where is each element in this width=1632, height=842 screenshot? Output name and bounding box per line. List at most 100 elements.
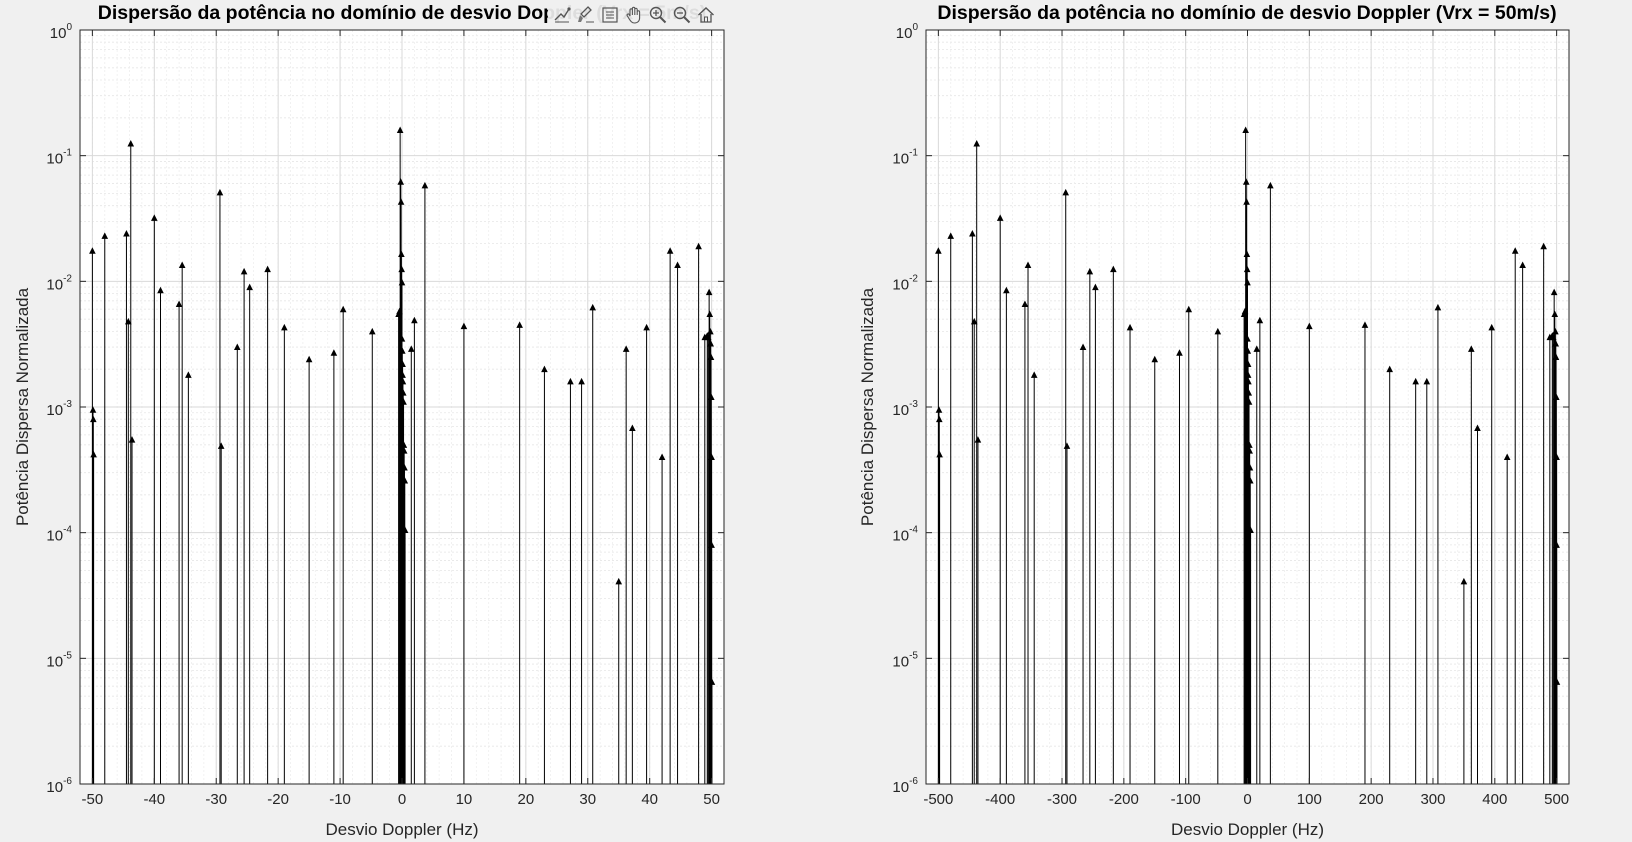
x-tick-label: 40 [641, 791, 658, 808]
stem-marker [1553, 453, 1560, 461]
y-axis-label: Potência Dispersa Normalizada [13, 287, 32, 526]
stem-marker [411, 316, 418, 324]
stem-marker [707, 353, 715, 360]
x-tick-label: -50 [82, 791, 104, 808]
stem-marker [185, 371, 192, 378]
stem-marker [1246, 477, 1254, 484]
x-tick-label: -500 [923, 791, 953, 808]
stem-marker [1185, 305, 1193, 313]
stem-marker [1386, 365, 1394, 373]
x-tick-label: 0 [1243, 791, 1251, 808]
stem-marker [1553, 678, 1561, 685]
zoom-in-button[interactable] [647, 4, 669, 26]
stem-marker [89, 247, 96, 254]
stem-marker [973, 139, 980, 147]
stem-marker [407, 345, 415, 352]
x-axis-label: Desvio Doppler (Hz) [1171, 820, 1324, 839]
stem-marker [1550, 288, 1558, 296]
stem-marker [707, 327, 714, 335]
stem-marker [629, 424, 636, 432]
legend-icon [602, 7, 618, 23]
right-axes[interactable]: -500 -400 -300 -200 -100 0 100 200 300 400 500 10-6… [858, 2, 1570, 839]
stem-marker [399, 371, 406, 378]
stem-marker [1253, 345, 1261, 352]
stem-marker [708, 453, 715, 461]
zoom-out-button[interactable] [671, 4, 693, 26]
stem-marker [947, 232, 955, 239]
stem-marker [175, 300, 183, 308]
brush-button[interactable] [575, 4, 597, 26]
stem-marker [264, 265, 271, 273]
stem-marker [516, 321, 523, 328]
data-tips-button[interactable] [551, 4, 573, 26]
stem-marker [935, 247, 942, 254]
x-tick-label: 50 [703, 791, 720, 808]
stem-marker [1540, 242, 1547, 250]
pan-icon [626, 6, 641, 24]
stem-marker [1244, 335, 1251, 342]
stem-marker [643, 323, 650, 331]
stem-marker [400, 441, 408, 448]
stem-marker [1412, 377, 1419, 385]
stem-marker [1024, 261, 1032, 268]
stem-marker [1086, 267, 1094, 275]
stem-marker [935, 415, 943, 423]
stem-marker [101, 232, 109, 239]
y-tick-label: 10-3 [892, 399, 918, 419]
y-tick-label: 10-1 [892, 148, 918, 168]
stem-marker [541, 365, 548, 373]
stem-marker [708, 393, 715, 401]
stem-marker [127, 139, 135, 147]
pan-button[interactable] [623, 4, 645, 26]
stem-marker [1503, 453, 1511, 461]
stem-marker [1003, 286, 1010, 294]
home-icon [698, 7, 714, 23]
y-tick-label: 10-5 [892, 650, 918, 670]
x-tick-label: -100 [1171, 791, 1201, 808]
stem-marker [970, 317, 978, 325]
stem-marker [674, 261, 681, 268]
stem-marker [622, 345, 630, 352]
chart-title: Dispersão da potência no domínio de desv… [937, 2, 1556, 24]
stem-marker [90, 415, 97, 423]
stem-marker [1552, 353, 1560, 360]
stem-marker [1063, 442, 1071, 449]
x-tick-label: 400 [1482, 791, 1507, 808]
stem-marker [240, 267, 248, 275]
home-button[interactable] [695, 4, 717, 26]
stem-marker [396, 126, 404, 134]
stem-marker [397, 178, 405, 185]
x-tick-label: -200 [1109, 791, 1139, 808]
y-tick-label: 10-6 [46, 776, 72, 796]
stem-marker [1488, 323, 1496, 331]
stem-marker [151, 214, 158, 221]
stem-marker [397, 198, 405, 205]
stem-marker [1243, 265, 1251, 273]
stem-marker [707, 340, 714, 347]
y-axis-label: Potência Dispersa Normalizada [858, 287, 877, 526]
legend-button[interactable] [599, 4, 621, 26]
left-axes[interactable]: -50 -40 -30 -20 -10 0 10 20 30 40 50 10-6 10-5 10-4 10… [13, 2, 725, 839]
stem-marker [1246, 447, 1253, 454]
stem-marker [1460, 577, 1468, 585]
stem-marker [1110, 265, 1117, 273]
data-tips-icon [554, 7, 571, 23]
stem-marker [1062, 188, 1070, 196]
stem-marker [1468, 345, 1475, 352]
zoom-in-icon [649, 6, 667, 24]
stem-marker [305, 355, 313, 363]
stem-marker [1434, 303, 1442, 311]
x-tick-label: 20 [518, 791, 535, 808]
stem-marker [1246, 441, 1253, 448]
stem-marker [339, 305, 347, 313]
stem-marker [128, 436, 136, 443]
stem-marker [1030, 371, 1038, 378]
y-tick-label: 100 [50, 22, 73, 42]
x-tick-label: -30 [205, 791, 227, 808]
stem-marker [401, 464, 408, 471]
stem-marker [1306, 322, 1313, 330]
stem-marker [281, 323, 288, 331]
x-tick-label: 200 [1359, 791, 1384, 808]
x-tick-label: 10 [456, 791, 473, 808]
